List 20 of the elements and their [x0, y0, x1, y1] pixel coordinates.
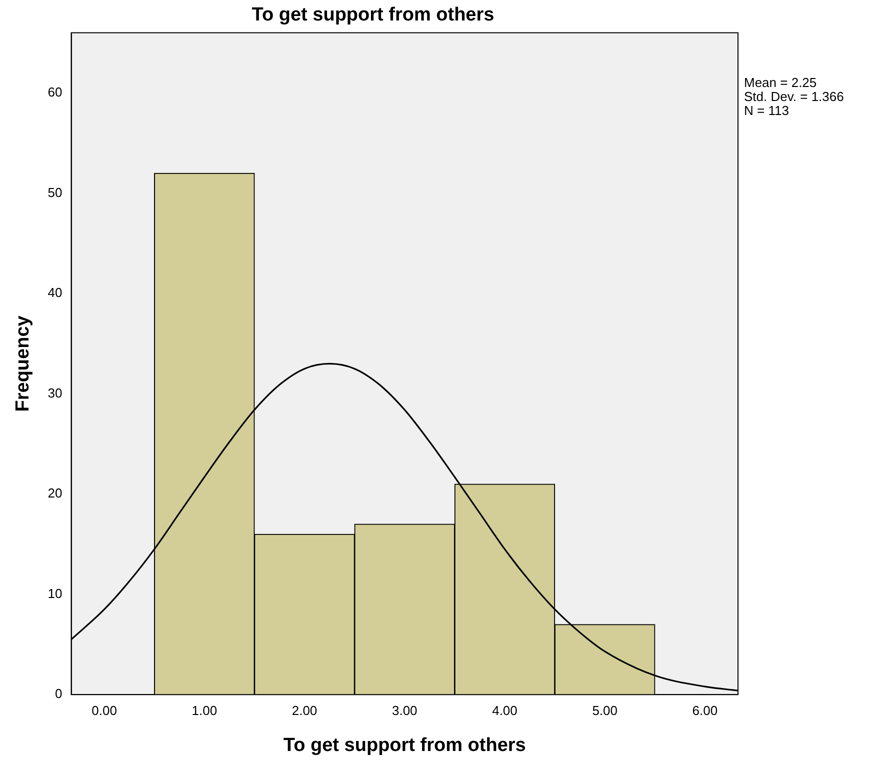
chart-title: To get support from others	[252, 4, 494, 26]
x-tick-label: 1.00	[192, 702, 218, 718]
text: N = 113	[744, 103, 790, 118]
x-tick-label: 0.00	[92, 702, 117, 718]
x-tick-label: 5.00	[592, 702, 618, 718]
y-tick-label: 30	[48, 385, 62, 400]
y-axis-title: Frequency	[12, 315, 34, 412]
x-tick-label: 4.00	[492, 702, 518, 718]
y-tick-label: 0	[55, 686, 62, 702]
y-tick-label: 20	[48, 486, 62, 501]
x-tick-label: 3.00	[392, 702, 418, 718]
y-tick-label: 10	[48, 586, 62, 601]
x-tick-label: 2.00	[292, 702, 318, 718]
text: Mean = 2.25	[744, 75, 818, 90]
x-tick-label: 6.00	[692, 702, 718, 718]
text: Std. Dev. = 1.366	[744, 89, 844, 104]
y-tick-label: 60	[48, 84, 62, 100]
x-axis-title: To get support from others	[283, 734, 526, 756]
y-tick-label: 50	[48, 184, 62, 200]
y-tick-label: 40	[48, 285, 62, 300]
